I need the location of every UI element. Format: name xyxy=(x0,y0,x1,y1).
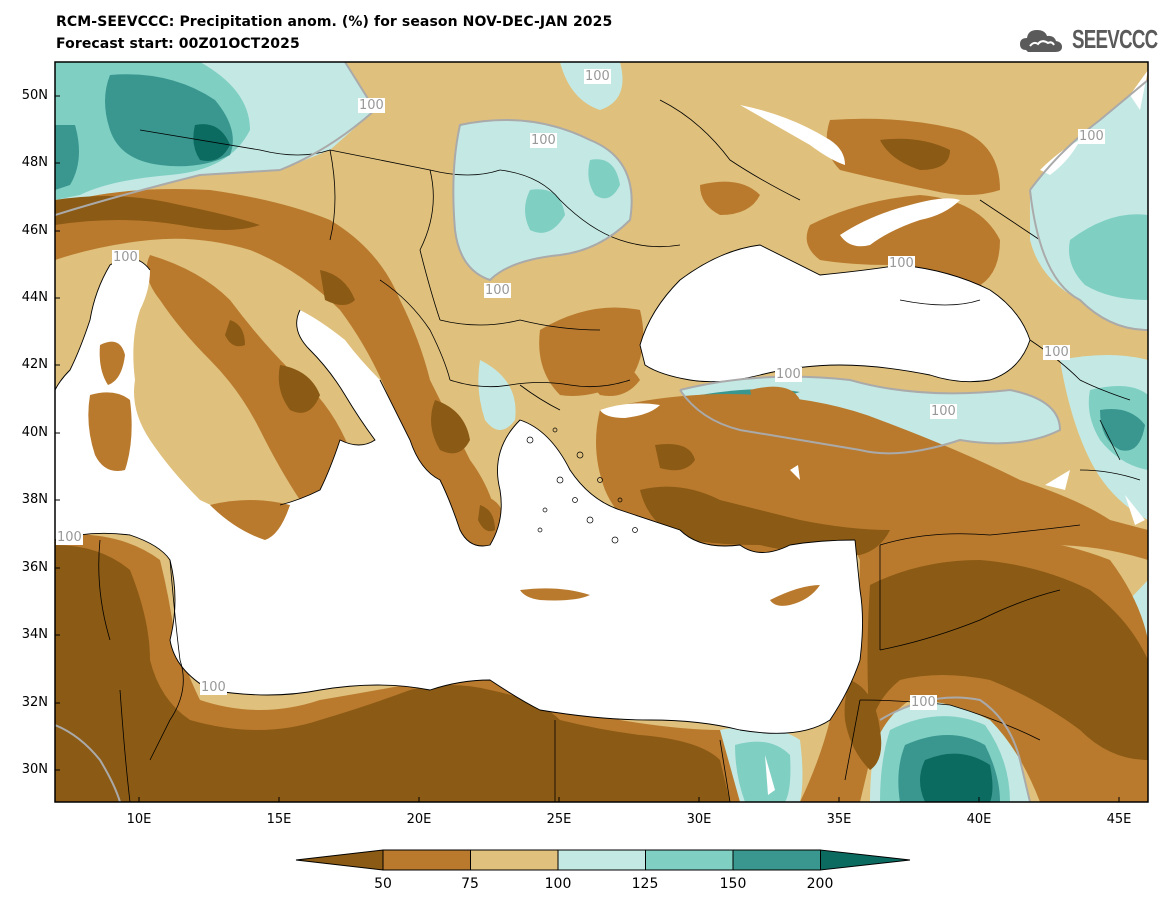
contour-label: 100 xyxy=(530,133,557,148)
map-title: RCM-SEEVCCC: Precipitation anom. (%) for… xyxy=(56,14,613,30)
lat-label: 40N xyxy=(21,425,48,440)
colorbar-label: 100 xyxy=(544,876,572,892)
lat-label: 48N xyxy=(21,155,48,170)
contour-label: 100 xyxy=(358,98,385,113)
lon-label: 30E xyxy=(686,812,712,827)
contour-label: 100 xyxy=(930,404,957,419)
contour-label: 100 xyxy=(888,256,915,271)
contour-100-lines xyxy=(55,62,1148,802)
colorbar-label: 125 xyxy=(631,876,659,892)
contour-label: 100 xyxy=(1043,345,1070,360)
marmara-sea xyxy=(600,403,660,418)
aegean-islands xyxy=(526,427,638,544)
contour-label: 100 xyxy=(584,69,611,84)
sardinia xyxy=(88,392,132,471)
contour-label: 100 xyxy=(775,367,802,382)
lat-label: 46N xyxy=(21,223,48,238)
lon-label: 20E xyxy=(406,812,432,827)
colorbar-label: 200 xyxy=(806,876,834,892)
lat-label: 30N xyxy=(21,762,48,777)
anomaly-fill-50-75 xyxy=(55,189,500,550)
lon-label: 15E xyxy=(266,812,292,827)
azov-sea xyxy=(840,198,960,247)
axis-ticks xyxy=(55,95,1120,802)
colorbar-label: 50 xyxy=(374,876,392,892)
sicily xyxy=(210,500,290,540)
contour-label: 100 xyxy=(484,283,511,298)
mediterranean-sea xyxy=(55,258,863,734)
lat-label: 44N xyxy=(21,290,48,305)
forecast-start: Forecast start: 00Z01OCT2025 xyxy=(56,36,300,52)
black-sea xyxy=(640,245,1030,382)
lon-label: 35E xyxy=(826,812,852,827)
lon-label: 25E xyxy=(546,812,572,827)
lat-label: 42N xyxy=(21,357,48,372)
contour-label: 100 xyxy=(910,695,937,710)
lat-label: 38N xyxy=(21,492,48,507)
crete xyxy=(520,588,590,601)
lon-label: 10E xyxy=(126,812,152,827)
coastlines xyxy=(55,244,1031,734)
seevccc-logo-icon xyxy=(1020,30,1062,52)
contour-label: 100 xyxy=(1078,129,1105,144)
contour-label: 100 xyxy=(200,680,227,695)
lat-label: 32N xyxy=(21,695,48,710)
contour-label: 100 xyxy=(112,250,139,265)
lat-label: 34N xyxy=(21,627,48,642)
contour-label: 100 xyxy=(56,530,83,545)
colorbar-label: 150 xyxy=(719,876,747,892)
corsica xyxy=(99,341,125,385)
lat-label: 50N xyxy=(21,88,48,103)
cyprus xyxy=(770,585,820,606)
lat-label: 36N xyxy=(21,560,48,575)
lon-label: 40E xyxy=(966,812,992,827)
country-borders xyxy=(98,99,1141,802)
logo-text: SEEVCCC xyxy=(1072,24,1158,54)
anomaly-fill-above-200 xyxy=(193,124,230,161)
anomaly-fill-below-50 xyxy=(55,545,730,802)
lon-label: 45E xyxy=(1106,812,1132,827)
colorbar-label: 75 xyxy=(461,876,479,892)
map-frame xyxy=(54,61,1149,803)
